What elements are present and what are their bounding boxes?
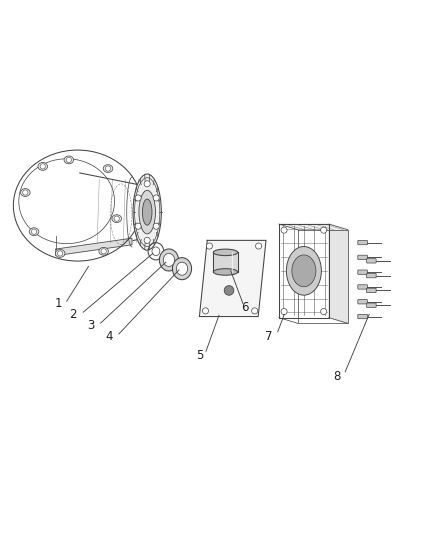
FancyBboxPatch shape: [358, 270, 367, 274]
FancyBboxPatch shape: [367, 273, 376, 278]
Ellipse shape: [55, 249, 65, 257]
Text: 7: 7: [265, 329, 273, 343]
Ellipse shape: [64, 156, 74, 164]
FancyBboxPatch shape: [367, 303, 376, 308]
Circle shape: [321, 309, 327, 314]
Ellipse shape: [177, 262, 187, 275]
Circle shape: [135, 195, 141, 201]
Circle shape: [252, 308, 258, 314]
Circle shape: [153, 195, 159, 201]
Ellipse shape: [173, 257, 191, 280]
Circle shape: [114, 216, 119, 221]
Ellipse shape: [139, 190, 155, 234]
Text: 5: 5: [196, 349, 203, 362]
Text: 1: 1: [54, 297, 62, 310]
FancyBboxPatch shape: [367, 288, 376, 293]
FancyBboxPatch shape: [358, 285, 367, 289]
Ellipse shape: [213, 249, 238, 256]
Ellipse shape: [99, 247, 109, 255]
Ellipse shape: [29, 228, 39, 236]
Text: 4: 4: [106, 329, 113, 343]
Text: 3: 3: [87, 319, 94, 332]
Ellipse shape: [286, 247, 321, 295]
Circle shape: [40, 164, 46, 169]
Ellipse shape: [112, 215, 121, 223]
Circle shape: [23, 190, 28, 195]
Circle shape: [106, 166, 111, 171]
Ellipse shape: [38, 163, 47, 171]
Polygon shape: [199, 240, 266, 317]
Polygon shape: [213, 252, 238, 272]
Text: 8: 8: [333, 370, 340, 383]
FancyBboxPatch shape: [358, 300, 367, 304]
Ellipse shape: [213, 269, 238, 275]
Ellipse shape: [159, 249, 179, 271]
Circle shape: [202, 308, 208, 314]
Polygon shape: [329, 224, 348, 324]
Circle shape: [281, 227, 287, 233]
Circle shape: [57, 251, 63, 256]
Text: 6: 6: [241, 301, 249, 314]
FancyBboxPatch shape: [358, 255, 367, 260]
Circle shape: [144, 237, 150, 244]
Circle shape: [144, 181, 150, 187]
Circle shape: [321, 227, 327, 233]
Ellipse shape: [103, 165, 113, 173]
Ellipse shape: [142, 199, 152, 225]
FancyBboxPatch shape: [358, 314, 367, 319]
Circle shape: [135, 223, 141, 229]
Circle shape: [281, 309, 287, 314]
Circle shape: [224, 286, 234, 295]
Ellipse shape: [163, 254, 175, 266]
FancyBboxPatch shape: [367, 259, 376, 263]
Text: 2: 2: [70, 308, 77, 321]
Circle shape: [66, 157, 71, 163]
Ellipse shape: [21, 189, 30, 197]
Circle shape: [206, 243, 212, 249]
Ellipse shape: [133, 174, 161, 250]
FancyBboxPatch shape: [358, 240, 367, 245]
Circle shape: [153, 223, 159, 229]
Ellipse shape: [292, 255, 316, 287]
Circle shape: [101, 249, 106, 254]
Circle shape: [255, 243, 261, 249]
Polygon shape: [279, 224, 348, 230]
Polygon shape: [56, 238, 132, 256]
Circle shape: [32, 229, 37, 235]
